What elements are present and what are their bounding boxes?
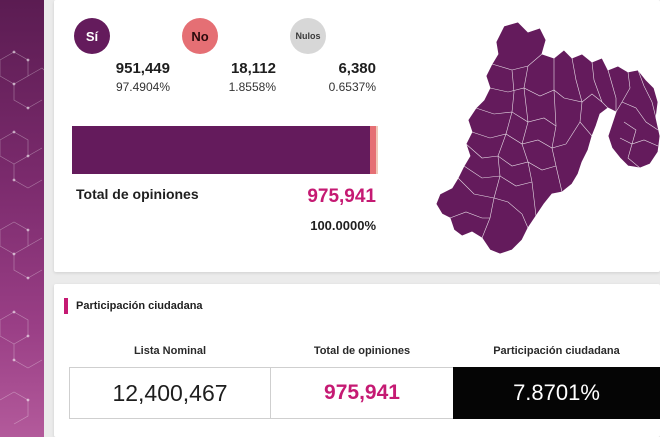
si-count: 951,449 (115, 60, 170, 77)
total-label: Total de opiniones (76, 186, 199, 202)
participacion-header: Participación ciudadana (493, 345, 620, 357)
state-map-shape (435, 21, 660, 255)
no-percent: 1.8558% (228, 80, 276, 94)
total-opiniones-header: Total de opiniones (313, 345, 411, 357)
si-percent: 97.4904% (115, 80, 170, 94)
nulos-count: 6,380 (338, 60, 376, 77)
no-count: 18,112 (230, 60, 276, 77)
participation-section-title: Participación ciudadana (64, 298, 203, 314)
participation-card: Participación ciudadana Lista Nominal To… (54, 284, 660, 437)
total-value: 975,941 (307, 186, 376, 207)
results-card: Sí 951,449 97.4904% No 18,112 1.8558% Nu… (54, 0, 660, 272)
nulos-badge: Nulos (290, 18, 326, 54)
total-percent: 100.0000% (310, 218, 376, 233)
state-map (435, 21, 660, 255)
nulos-percent: 0.6537% (328, 80, 376, 94)
bar-segment-si (72, 126, 371, 174)
bar-segment-nulos (375, 126, 378, 174)
no-badge: No (182, 18, 218, 54)
si-badge: Sí (74, 18, 110, 54)
municipal-borders (449, 53, 659, 239)
bar-segment-no (370, 126, 376, 174)
results-stacked-bar (72, 126, 378, 174)
lista-nominal-header: Lista Nominal (133, 345, 207, 357)
decorative-side-band (0, 0, 44, 437)
participacion-value: 7.8701% (453, 367, 660, 419)
lista-nominal-value: 12,400,467 (69, 367, 271, 419)
total-opiniones-value: 975,941 (270, 367, 454, 419)
